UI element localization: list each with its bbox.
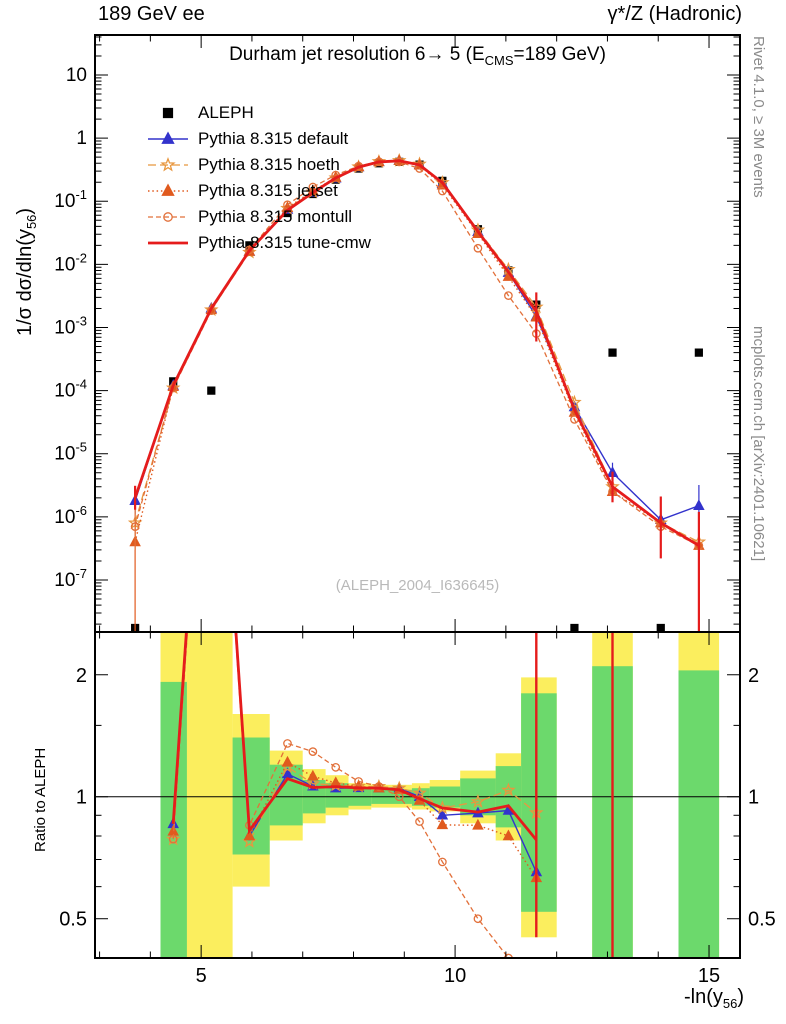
legend-item-jetset: Pythia 8.315 jetset [146, 178, 371, 204]
svg-text:1: 1 [76, 128, 87, 149]
mcplots-reference-caption: mcplots.cern.ch [arXiv:2401.10621] [750, 326, 767, 562]
legend-label: Pythia 8.315 montull [198, 207, 353, 226]
svg-text:10-6: 10-6 [54, 503, 87, 528]
legend-label: Pythia 8.315 tune-cmw [198, 233, 371, 252]
x-axis-title-subscript: 56 [722, 996, 738, 1011]
legend-marker-montull [148, 212, 188, 222]
x-axis-title-text-end: ) [737, 986, 744, 1008]
beam-energy-label: 189 GeV ee [98, 3, 205, 25]
legend-marker-default [148, 131, 188, 144]
svg-text:10-3: 10-3 [54, 313, 87, 338]
legend-item-cmw: Pythia 8.315 tune-cmw [146, 230, 371, 256]
legend-label: ALEPH [198, 103, 254, 122]
legend-item-aleph: ALEPH [146, 100, 371, 126]
svg-text:1: 1 [76, 787, 87, 809]
svg-text:10-7: 10-7 [54, 566, 87, 591]
series-cmw-ratio [173, 632, 699, 958]
plot-title-subscript: CMS [484, 52, 514, 68]
svg-text:0.5: 0.5 [748, 909, 776, 931]
legend-item-hoeth: Pythia 8.315 hoeth [146, 152, 371, 178]
svg-text:10: 10 [66, 65, 87, 86]
legend-marker-jetset [148, 183, 188, 196]
ratio-axis-title: Ratio to ALEPH [32, 747, 49, 852]
series-cmw-curve [133, 159, 701, 632]
y-axis-title: 1/σ dσ/dln(y56) [14, 208, 39, 336]
uncertainty-bands [95, 632, 740, 958]
legend-label: Pythia 8.315 hoeth [198, 155, 340, 174]
svg-text:10-2: 10-2 [54, 250, 87, 275]
y-axis-title-text-end: ) [14, 207, 36, 215]
x-axis-title-text: -ln(y [683, 986, 723, 1008]
svg-text:0.5: 0.5 [59, 909, 87, 931]
analysis-id-watermark: (ALEPH_2004_I636645) [335, 577, 500, 594]
svg-text:2: 2 [748, 665, 759, 687]
legend-label: Pythia 8.315 jetset [198, 181, 338, 200]
svg-text:1: 1 [748, 787, 759, 809]
plot-title-text-end: =189 GeV) [513, 44, 606, 65]
legend-item-default: Pythia 8.315 default [146, 126, 371, 152]
svg-text:10: 10 [444, 965, 466, 987]
y-axis-title-subscript: 56 [24, 214, 39, 230]
plot-title-text: Durham jet resolution 6→ 5 (E [229, 44, 485, 65]
plot-title: Durham jet resolution 6→ 5 (ECMS=189 GeV… [95, 44, 740, 68]
y-axis-title-text: 1/σ dσ/dln(y [14, 229, 36, 336]
legend-label: Pythia 8.315 default [198, 129, 349, 148]
svg-text:5: 5 [196, 965, 207, 987]
rivet-version-caption: Rivet 4.1.0, ≥ 3M events [750, 36, 767, 198]
legend: ALEPH Pythia 8.315 default Pythia 8.315 ho… [146, 100, 371, 256]
svg-text:2: 2 [76, 665, 87, 687]
svg-text:10-1: 10-1 [54, 187, 87, 212]
svg-text:10-4: 10-4 [54, 377, 87, 402]
svg-text:10-5: 10-5 [54, 440, 87, 465]
legend-item-montull: Pythia 8.315 montull [146, 204, 371, 230]
legend-marker-hoeth [148, 156, 188, 172]
series-montull-ratio [168, 280, 703, 958]
x-axis-title: -ln(y56) [684, 986, 744, 1011]
legend-marker-cmw [148, 241, 188, 245]
svg-text:15: 15 [698, 965, 720, 987]
legend-marker-aleph [162, 107, 174, 119]
axes: 5 10 15 10 1 10-1 10-2 10-3 10-4 10-5 10-6 10-7 0.5 0… [54, 34, 776, 987]
process-label: γ*/Z (Hadronic) [607, 3, 742, 25]
